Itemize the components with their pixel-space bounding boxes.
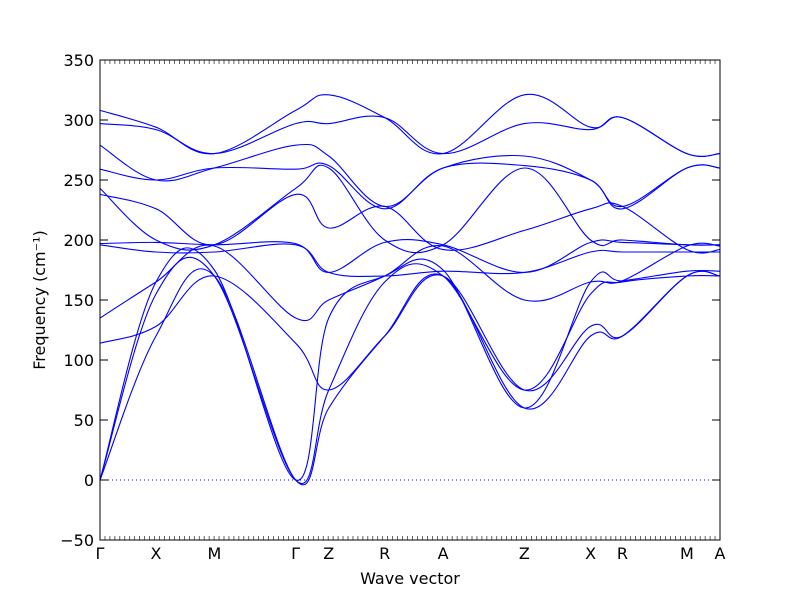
- phonon-branch-6: [99, 243, 720, 277]
- y-tick-label: −50: [60, 531, 94, 550]
- plot-frame: [99, 59, 721, 541]
- x-tick-label: R: [379, 544, 390, 563]
- x-tick-label: Γ: [96, 544, 105, 563]
- y-tick-label: 300: [63, 111, 94, 130]
- y-tick-label: 0: [84, 471, 94, 490]
- x-axis-title: Wave vector: [360, 569, 460, 588]
- phonon-branch-4: [99, 270, 721, 392]
- x-tick-label: M: [207, 544, 221, 563]
- y-tick-label: 150: [63, 291, 94, 310]
- axis-layer: −50 0 50 100 150 200 250 300 350 Γ X M Γ Z R A Z X R M A: [60, 51, 725, 563]
- plot-area: [100, 60, 720, 540]
- y-tick-label: 50: [74, 411, 94, 430]
- x-tick-label: Z: [519, 544, 530, 563]
- x-tick-label: X: [150, 544, 161, 563]
- x-tick-label: A: [715, 544, 726, 563]
- y-tick-label: 350: [63, 51, 94, 70]
- phonon-branch-11: [99, 143, 721, 207]
- y-tick-label: 100: [63, 351, 94, 370]
- x-tick-label: X: [585, 544, 596, 563]
- y-axis-title: Frequency (cm⁻¹): [30, 230, 49, 369]
- x-tick-label: Γ: [291, 544, 300, 563]
- phonon-branch-13: [99, 93, 721, 157]
- y-tick-label: 250: [63, 171, 94, 190]
- x-tick-label: R: [617, 544, 628, 563]
- phonon-branch-5: [99, 242, 721, 321]
- phonon-branch-2: [99, 256, 721, 484]
- x-tick-label: A: [438, 544, 449, 563]
- x-tick-label: Z: [323, 544, 334, 563]
- series-layer: [99, 93, 721, 486]
- y-tick-label: 200: [63, 231, 94, 250]
- x-tick-label: M: [680, 544, 694, 563]
